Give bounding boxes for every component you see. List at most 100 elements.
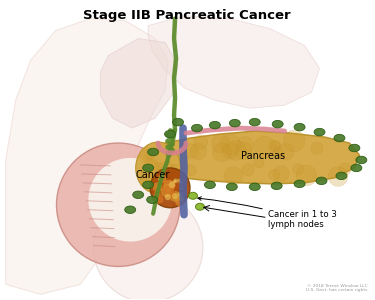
Ellipse shape (133, 191, 144, 199)
Circle shape (226, 140, 246, 160)
Ellipse shape (192, 124, 202, 132)
Circle shape (165, 168, 178, 181)
Circle shape (154, 193, 159, 198)
Ellipse shape (142, 164, 154, 172)
Polygon shape (148, 16, 320, 108)
Ellipse shape (336, 172, 347, 180)
Ellipse shape (294, 123, 305, 131)
Circle shape (93, 193, 203, 300)
Circle shape (155, 184, 160, 189)
Circle shape (180, 181, 183, 184)
Circle shape (242, 164, 254, 176)
Polygon shape (100, 38, 178, 128)
Circle shape (268, 140, 280, 152)
Circle shape (194, 135, 208, 149)
Circle shape (235, 142, 252, 160)
Ellipse shape (195, 203, 204, 210)
Ellipse shape (249, 183, 260, 190)
Circle shape (161, 187, 171, 197)
Circle shape (180, 187, 183, 190)
Circle shape (163, 185, 174, 196)
Ellipse shape (314, 128, 325, 136)
Ellipse shape (209, 122, 220, 129)
Circle shape (273, 147, 284, 158)
Circle shape (145, 150, 155, 161)
Ellipse shape (125, 206, 136, 214)
Circle shape (220, 134, 241, 154)
Circle shape (157, 174, 163, 180)
Circle shape (178, 192, 183, 197)
Circle shape (164, 184, 171, 191)
Circle shape (177, 179, 181, 182)
Ellipse shape (356, 156, 367, 164)
Ellipse shape (147, 196, 158, 203)
Ellipse shape (204, 181, 215, 189)
Circle shape (167, 164, 184, 182)
Ellipse shape (165, 130, 176, 138)
Ellipse shape (136, 142, 180, 194)
Circle shape (180, 196, 184, 201)
Circle shape (278, 144, 294, 160)
Circle shape (339, 163, 351, 176)
Circle shape (222, 142, 238, 159)
Ellipse shape (249, 118, 260, 126)
Polygon shape (6, 19, 168, 294)
Ellipse shape (226, 183, 237, 190)
Ellipse shape (189, 192, 198, 199)
Ellipse shape (349, 144, 360, 152)
Circle shape (292, 164, 303, 175)
Circle shape (88, 158, 172, 242)
Circle shape (57, 143, 180, 266)
Circle shape (311, 142, 323, 154)
Circle shape (154, 190, 161, 198)
Circle shape (175, 196, 185, 206)
Ellipse shape (316, 177, 327, 184)
Ellipse shape (294, 180, 305, 188)
Circle shape (190, 143, 207, 160)
Circle shape (213, 143, 231, 162)
Circle shape (153, 182, 163, 192)
Ellipse shape (272, 120, 283, 128)
Circle shape (254, 157, 264, 168)
Ellipse shape (148, 148, 159, 156)
Circle shape (166, 190, 173, 197)
Circle shape (173, 185, 178, 190)
Circle shape (164, 188, 176, 199)
Circle shape (173, 180, 176, 183)
Circle shape (211, 135, 230, 153)
Circle shape (154, 162, 163, 170)
Circle shape (284, 130, 305, 152)
Circle shape (153, 193, 164, 204)
Text: Pancreas: Pancreas (241, 151, 285, 161)
Ellipse shape (230, 119, 240, 127)
Circle shape (153, 169, 166, 182)
Circle shape (173, 178, 178, 183)
Text: Cancer in 1 to 3
lymph nodes: Cancer in 1 to 3 lymph nodes (198, 197, 337, 229)
Circle shape (172, 193, 178, 199)
Circle shape (254, 136, 276, 158)
Ellipse shape (172, 118, 183, 126)
Text: © 2018 Terese Winslow LLC
U.S. Govt. has certain rights: © 2018 Terese Winslow LLC U.S. Govt. has… (306, 284, 368, 292)
Text: Stage IIB Pancreatic Cancer: Stage IIB Pancreatic Cancer (83, 9, 291, 22)
Ellipse shape (334, 134, 345, 142)
Circle shape (169, 182, 176, 188)
Circle shape (170, 191, 181, 202)
Circle shape (165, 194, 171, 200)
Circle shape (296, 165, 317, 186)
Ellipse shape (142, 181, 154, 189)
Circle shape (139, 147, 153, 161)
Circle shape (183, 144, 198, 158)
Circle shape (143, 158, 158, 173)
Circle shape (237, 137, 253, 153)
Circle shape (160, 178, 166, 183)
Circle shape (144, 160, 161, 177)
Circle shape (157, 162, 175, 180)
Circle shape (273, 166, 289, 182)
Circle shape (158, 174, 166, 183)
Circle shape (328, 167, 348, 186)
Circle shape (140, 173, 156, 189)
Circle shape (163, 180, 175, 192)
Polygon shape (140, 131, 359, 184)
Circle shape (150, 168, 190, 208)
Circle shape (139, 167, 154, 182)
